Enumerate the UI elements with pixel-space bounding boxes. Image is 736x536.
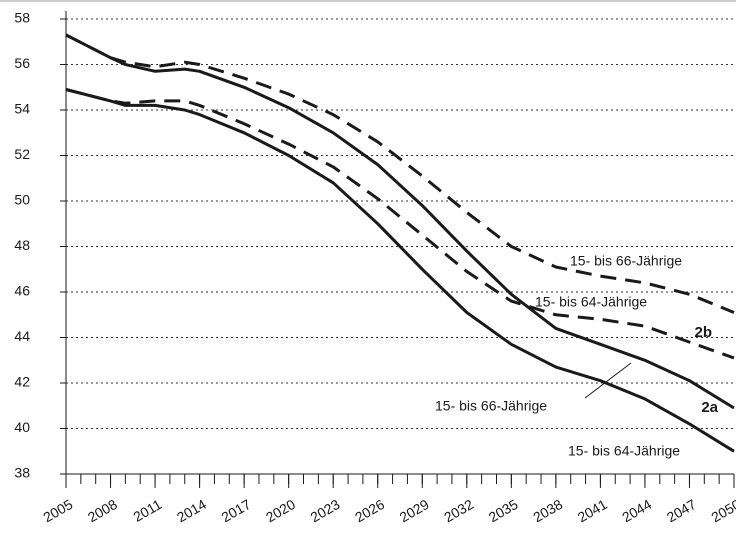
x-tick-label: 2026	[352, 496, 387, 526]
y-tick-label: 46	[14, 283, 30, 299]
x-tick-label: 2041	[575, 496, 610, 526]
x-tick-label: 2035	[486, 496, 521, 526]
x-tick-label: 2023	[308, 496, 343, 526]
line	[65, 88, 735, 453]
x-tick-label: 2017	[219, 496, 254, 526]
annotation: 15- bis 66-Jährige	[570, 253, 682, 269]
y-tick-label: 54	[14, 101, 30, 117]
annotation: 15- bis 64-Jährige	[568, 443, 680, 459]
x-tick-label: 2032	[441, 496, 476, 526]
x-tick-label: 2050	[708, 496, 736, 526]
annotation: 2a	[701, 399, 718, 416]
y-tick-label: 42	[14, 374, 30, 390]
y-tick-label: 52	[14, 146, 30, 162]
annotation: 2b	[694, 324, 712, 341]
leader-line	[584, 362, 632, 399]
y-tick-label: 56	[14, 55, 30, 71]
y-tick-label: 58	[14, 10, 30, 26]
x-tick-label: 2020	[263, 496, 298, 526]
y-tick-label: 44	[14, 328, 30, 344]
y-tick-label: 38	[14, 465, 30, 481]
x-tick-label: 2008	[85, 496, 120, 526]
annotation: 15- bis 64-Jährige	[535, 294, 647, 310]
x-tick-label: 2005	[40, 496, 75, 526]
x-tick-label: 2029	[397, 496, 432, 526]
x-tick-label: 2038	[530, 496, 565, 526]
y-tick-label: 48	[14, 237, 30, 253]
line	[65, 33, 735, 314]
y-tick-label: 40	[14, 419, 30, 435]
line	[65, 33, 735, 410]
annotation: 15- bis 66-Jährige	[435, 398, 547, 414]
x-tick-label: 2011	[130, 496, 164, 525]
x-tick-label: 2047	[664, 496, 699, 526]
x-tick-label: 2044	[619, 496, 654, 526]
line	[65, 88, 735, 360]
y-tick-label: 50	[14, 192, 30, 208]
x-tick-label: 2014	[174, 496, 209, 526]
